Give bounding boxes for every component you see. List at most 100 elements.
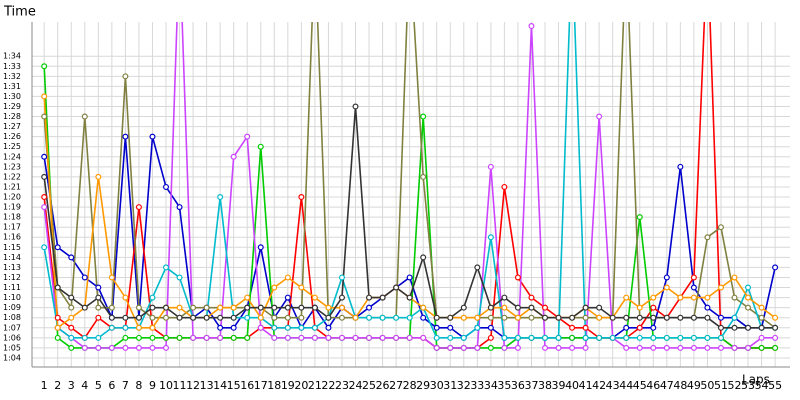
point xyxy=(623,334,630,341)
point xyxy=(514,304,521,311)
point xyxy=(41,63,48,70)
point xyxy=(745,294,752,301)
point xyxy=(366,294,373,301)
x-tick-label: 21 xyxy=(308,379,322,392)
point xyxy=(230,314,237,321)
point xyxy=(772,314,779,321)
point xyxy=(460,304,467,311)
x-tick-label: 36 xyxy=(511,379,525,392)
point xyxy=(298,194,305,201)
x-tick-label: 26 xyxy=(376,379,390,392)
x-tick-label: 41 xyxy=(579,379,593,392)
point xyxy=(41,173,48,180)
point xyxy=(704,334,711,341)
point xyxy=(731,344,738,351)
point xyxy=(677,294,684,301)
point xyxy=(487,314,494,321)
x-tick-label: 2 xyxy=(54,379,61,392)
x-tick-label: 9 xyxy=(149,379,156,392)
point xyxy=(163,183,170,190)
point xyxy=(596,113,603,120)
point xyxy=(501,344,508,351)
point xyxy=(717,324,724,331)
point xyxy=(731,314,738,321)
point xyxy=(108,304,115,311)
point xyxy=(650,334,657,341)
point xyxy=(690,294,697,301)
x-tick-label: 31 xyxy=(443,379,457,392)
point xyxy=(542,344,549,351)
y-tick-label: 1:06 xyxy=(3,333,21,342)
point xyxy=(677,163,684,170)
x-tick-label: 33 xyxy=(470,379,484,392)
point xyxy=(271,324,278,331)
point xyxy=(758,314,765,321)
point xyxy=(690,344,697,351)
x-tick-label: 50 xyxy=(700,379,714,392)
point xyxy=(122,294,129,301)
point xyxy=(190,314,197,321)
point xyxy=(528,23,535,30)
point xyxy=(81,304,88,311)
x-tick-label: 10 xyxy=(159,379,173,392)
point xyxy=(501,183,508,190)
point xyxy=(447,324,454,331)
point xyxy=(731,274,738,281)
point xyxy=(135,204,142,211)
point xyxy=(244,314,251,321)
y-tick-label: 1:28 xyxy=(3,112,21,121)
point xyxy=(677,314,684,321)
point xyxy=(514,274,521,281)
x-tick-label: 44 xyxy=(619,379,633,392)
point xyxy=(582,324,589,331)
x-tick-label: 12 xyxy=(186,379,200,392)
point xyxy=(108,274,115,281)
x-tick-label: 39 xyxy=(552,379,566,392)
point xyxy=(352,103,359,110)
point xyxy=(582,334,589,341)
point xyxy=(406,274,413,281)
point xyxy=(474,324,481,331)
point xyxy=(95,304,102,311)
x-tick-label: 47 xyxy=(660,379,674,392)
point xyxy=(460,314,467,321)
point xyxy=(135,334,142,341)
point xyxy=(555,344,562,351)
point xyxy=(745,344,752,351)
y-tick-label: 1:22 xyxy=(3,172,21,181)
point xyxy=(271,314,278,321)
point xyxy=(555,314,562,321)
point xyxy=(41,113,48,120)
point xyxy=(338,304,345,311)
point xyxy=(176,204,183,211)
y-tick-label: 1:21 xyxy=(3,182,21,191)
point xyxy=(81,113,88,120)
point xyxy=(420,254,427,261)
point xyxy=(68,324,75,331)
point xyxy=(122,73,129,80)
point xyxy=(298,324,305,331)
y-tick-label: 1:04 xyxy=(3,353,21,362)
point xyxy=(108,324,115,331)
point xyxy=(596,334,603,341)
y-tick-label: 1:13 xyxy=(3,263,21,272)
point xyxy=(623,294,630,301)
point xyxy=(325,314,332,321)
point xyxy=(149,304,156,311)
point xyxy=(555,334,562,341)
point xyxy=(68,314,75,321)
point xyxy=(704,234,711,241)
point xyxy=(271,284,278,291)
point xyxy=(420,314,427,321)
point xyxy=(704,294,711,301)
point xyxy=(528,304,535,311)
x-tick-label: 45 xyxy=(633,379,647,392)
point xyxy=(704,344,711,351)
point xyxy=(325,324,332,331)
point xyxy=(108,344,115,351)
y-tick-label: 1:09 xyxy=(3,303,21,312)
point xyxy=(203,334,210,341)
x-tick-label: 6 xyxy=(108,379,115,392)
point xyxy=(772,264,779,271)
